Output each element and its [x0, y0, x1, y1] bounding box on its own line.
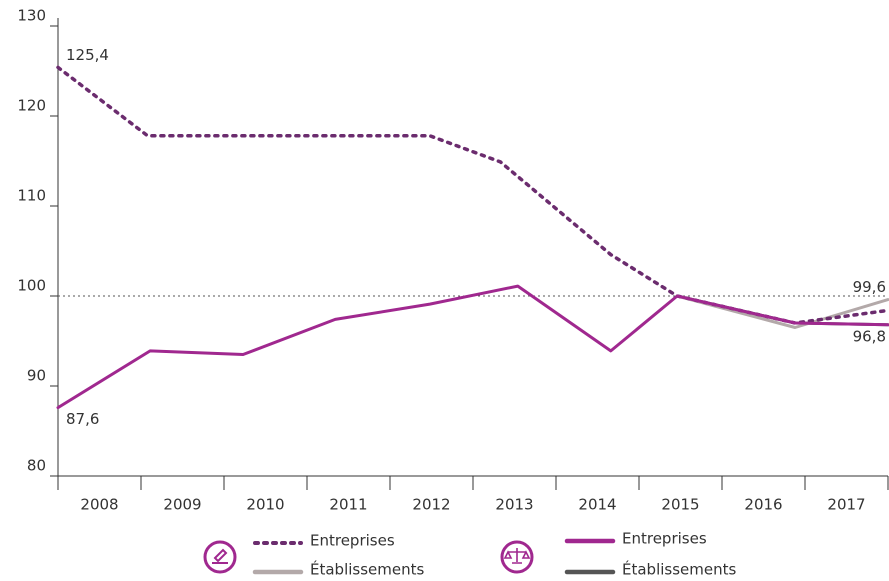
x-tick-label: 2017 — [827, 496, 865, 514]
data-label: 125,4 — [66, 46, 109, 64]
legend-label: Établissements — [622, 560, 736, 579]
legend-label: Établissements — [310, 560, 424, 579]
y-tick-label: 80 — [27, 457, 46, 475]
y-tick-label: 130 — [17, 7, 46, 25]
x-tick-label: 2015 — [661, 496, 699, 514]
data-label: 99,6 — [853, 278, 886, 296]
line-series — [56, 65, 889, 325]
x-tick-label: 2016 — [744, 496, 782, 514]
y-tick-label: 100 — [17, 277, 46, 295]
legend-label: Entreprises — [310, 532, 395, 550]
x-tick-label: 2010 — [246, 496, 284, 514]
y-tick-label: 90 — [27, 367, 46, 385]
x-tick-label: 2013 — [495, 496, 533, 514]
data-label: 87,6 — [66, 410, 99, 428]
legend-label: Entreprises — [622, 530, 707, 548]
data-label: 96,8 — [853, 327, 886, 345]
x-tick-label: 2009 — [163, 496, 201, 514]
x-tick-label: 2011 — [329, 496, 367, 514]
x-tick-label: 2014 — [578, 496, 616, 514]
x-tick-label: 2012 — [412, 496, 450, 514]
y-tick-label: 120 — [17, 97, 46, 115]
y-tick-label: 110 — [17, 187, 46, 205]
x-tick-label: 2008 — [80, 496, 118, 514]
legend-icon — [203, 540, 534, 574]
line-series — [56, 284, 889, 410]
